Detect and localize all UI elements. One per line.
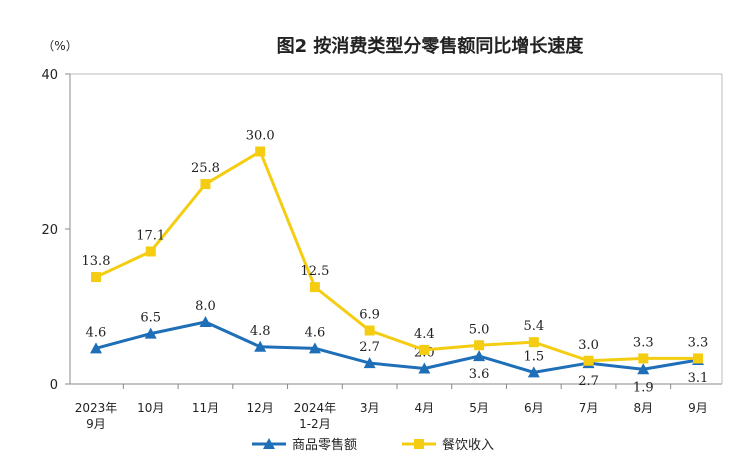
data-point bbox=[527, 366, 540, 378]
x-tick-label: 12月 bbox=[247, 401, 274, 415]
x-tick-label: 2023年 bbox=[75, 401, 118, 415]
series-layer: 4.66.58.04.84.62.72.03.61.52.71.93.113.8… bbox=[82, 129, 709, 396]
y-tick-label: 0 bbox=[50, 378, 58, 393]
x-tick-label: 5月 bbox=[469, 401, 489, 415]
x-tick-label: 3月 bbox=[360, 401, 380, 415]
y-tick-label: 40 bbox=[41, 68, 58, 83]
x-tick-label: 1-2月 bbox=[299, 417, 331, 431]
data-point bbox=[308, 342, 321, 354]
data-point bbox=[363, 357, 376, 369]
series-line bbox=[95, 320, 699, 374]
x-tick-label: 9月 bbox=[688, 401, 708, 415]
x-tick-label: 2024年 bbox=[294, 401, 337, 415]
x-tick-label: 8月 bbox=[633, 401, 653, 415]
legend-item-1: 餐饮收入 bbox=[402, 437, 494, 453]
data-point bbox=[419, 344, 430, 355]
data-label: 3.6 bbox=[469, 367, 490, 382]
x-tick-label: 4月 bbox=[415, 401, 435, 415]
y-tick-label: 20 bbox=[41, 223, 58, 238]
data-point bbox=[418, 362, 431, 374]
data-label: 6.9 bbox=[359, 308, 380, 323]
series-0: 4.66.58.04.84.62.72.03.61.52.71.93.1 bbox=[86, 299, 709, 395]
data-point bbox=[255, 146, 266, 157]
legend-label: 餐饮收入 bbox=[442, 437, 494, 453]
data-point bbox=[144, 327, 157, 339]
data-point bbox=[638, 353, 649, 364]
data-label: 17.1 bbox=[136, 228, 165, 243]
data-label: 4.6 bbox=[86, 325, 107, 340]
data-label: 30.0 bbox=[246, 129, 275, 144]
data-point bbox=[309, 282, 320, 293]
legend-marker bbox=[263, 438, 275, 449]
data-label: 2.7 bbox=[578, 374, 599, 389]
data-point bbox=[474, 340, 485, 351]
x-tick-label: 11月 bbox=[192, 401, 219, 415]
data-label: 13.8 bbox=[82, 254, 111, 269]
data-label: 5.4 bbox=[523, 319, 544, 334]
data-label: 1.5 bbox=[523, 349, 544, 364]
x-tick-label: 10月 bbox=[137, 401, 164, 415]
x-tick-label: 9月 bbox=[86, 417, 106, 431]
axes: 0 20 40 2023年 9月 10月 11月 12月 2024年 1-2月 3月 4月 5月 6月 7月… bbox=[41, 68, 723, 431]
data-point bbox=[583, 355, 594, 366]
data-label: 3.1 bbox=[688, 371, 709, 386]
data-point bbox=[145, 246, 156, 257]
data-label: 3.3 bbox=[633, 335, 654, 350]
legend-item-0: 商品零售额 bbox=[252, 437, 357, 453]
data-label: 2.7 bbox=[359, 340, 380, 355]
data-label: 12.5 bbox=[300, 264, 329, 279]
data-label: 1.9 bbox=[633, 380, 654, 395]
data-point bbox=[473, 350, 486, 362]
series-1: 13.8 17.1 25.8 30.0 12.5 6.9 4.4 5.0 5.4 3.0 3.3 3.… bbox=[82, 129, 709, 366]
data-label: 25.8 bbox=[191, 161, 220, 176]
data-point bbox=[254, 340, 267, 352]
data-label: 3.3 bbox=[688, 335, 709, 350]
x-tick-label: 6月 bbox=[524, 401, 544, 415]
data-point bbox=[364, 325, 375, 336]
data-point bbox=[90, 342, 102, 354]
legend-marker bbox=[414, 439, 424, 449]
data-label: 3.0 bbox=[578, 338, 599, 353]
data-label: 8.0 bbox=[195, 299, 216, 314]
y-axis-unit: （%） bbox=[42, 39, 77, 53]
data-point bbox=[528, 337, 539, 348]
data-point bbox=[693, 353, 703, 364]
data-point bbox=[91, 272, 101, 283]
x-tick-label: 7月 bbox=[579, 401, 599, 415]
data-label: 4.6 bbox=[305, 325, 326, 340]
data-label: 4.8 bbox=[250, 324, 271, 339]
data-point bbox=[637, 363, 650, 375]
legend-label: 商品零售额 bbox=[292, 437, 357, 453]
legend: 商品零售额 餐饮收入 bbox=[252, 437, 494, 453]
data-point bbox=[200, 179, 211, 190]
series-line bbox=[95, 150, 698, 363]
chart-title: 图2 按消费类型分零售额同比增长速度 bbox=[277, 35, 585, 57]
data-label: 6.5 bbox=[140, 311, 161, 326]
data-point bbox=[199, 316, 212, 327]
data-label: 5.0 bbox=[469, 322, 490, 337]
data-label: 4.4 bbox=[414, 327, 435, 342]
